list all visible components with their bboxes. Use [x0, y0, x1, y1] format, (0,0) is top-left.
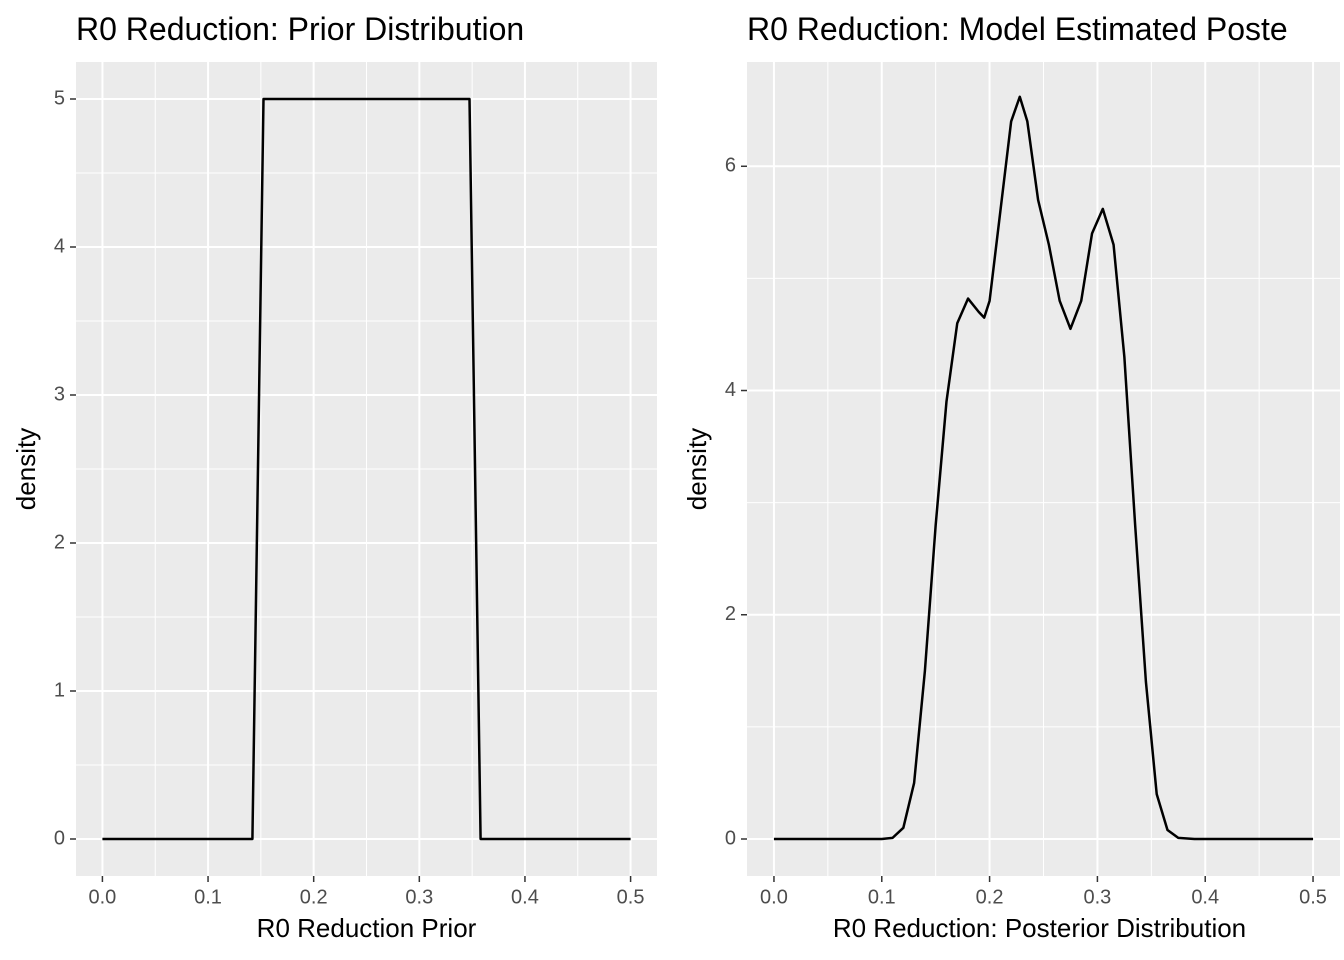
- y-tick-label: 2: [725, 603, 736, 625]
- chart-title: R0 Reduction: Model Estimated Poste: [747, 11, 1288, 47]
- density-line: [773, 95, 1314, 841]
- chart-title: R0 Reduction: Prior Distribution: [76, 11, 524, 47]
- x-tick-label: 0.2: [976, 886, 1004, 908]
- y-tick-label: 4: [725, 379, 736, 401]
- y-tick-label: 1: [54, 679, 65, 701]
- y-axis-title: density: [11, 428, 41, 510]
- y-tick-label: 0: [54, 827, 65, 849]
- density-line: [102, 97, 631, 841]
- y-tick-label: 3: [54, 383, 65, 405]
- y-tick-label: 2: [54, 531, 65, 553]
- x-tick-label: 0.4: [1191, 886, 1219, 908]
- x-axis-title: R0 Reduction: Posterior Distribution: [833, 913, 1246, 943]
- y-axis-title: density: [682, 428, 712, 510]
- x-tick-label: 0.1: [868, 886, 896, 908]
- y-tick-label: 6: [725, 155, 736, 177]
- x-tick-label: 0.2: [300, 886, 328, 908]
- x-tick-label: 0.4: [511, 886, 539, 908]
- x-axis-title: R0 Reduction Prior: [257, 913, 477, 943]
- x-tick-label: 0.3: [405, 886, 433, 908]
- x-tick-label: 0.5: [1299, 886, 1327, 908]
- y-tick-label: 5: [54, 87, 65, 109]
- y-tick-label: 4: [54, 235, 65, 257]
- x-tick-label: 0.1: [194, 886, 222, 908]
- x-tick-label: 0.3: [1084, 886, 1112, 908]
- y-tick-label: 0: [725, 827, 736, 849]
- x-tick-label: 0.0: [760, 886, 788, 908]
- x-tick-label: 0.0: [89, 886, 117, 908]
- x-tick-label: 0.5: [617, 886, 645, 908]
